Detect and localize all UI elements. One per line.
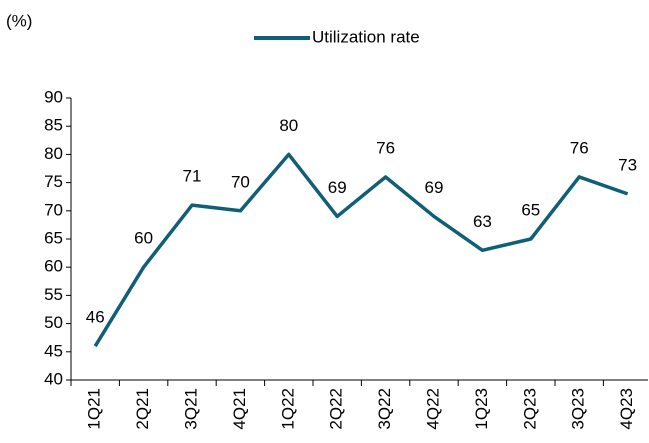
data-label: 46 — [86, 308, 105, 327]
x-tick-label: 2Q23 — [520, 388, 539, 430]
data-label: 76 — [570, 138, 589, 157]
data-label: 76 — [376, 138, 395, 157]
data-label: 73 — [618, 155, 637, 174]
legend-label: Utilization rate — [312, 27, 420, 46]
data-label: 69 — [425, 178, 444, 197]
y-tick-label: 75 — [44, 172, 63, 191]
y-tick-label: 50 — [44, 313, 63, 332]
y-tick-label: 70 — [44, 200, 63, 219]
x-tick-label: 3Q23 — [569, 388, 588, 430]
y-tick-label: 90 — [44, 87, 63, 106]
y-tick-label: 80 — [44, 144, 63, 163]
data-label: 69 — [328, 178, 347, 197]
x-tick-label: 1Q21 — [85, 388, 104, 430]
x-tick-label: 4Q21 — [230, 388, 249, 430]
data-label: 63 — [473, 212, 492, 231]
x-tick-label: 1Q23 — [472, 388, 491, 430]
y-tick-label: 85 — [44, 116, 63, 135]
data-label: 65 — [521, 200, 540, 219]
data-label: 80 — [279, 116, 298, 135]
y-tick-label: 65 — [44, 228, 63, 247]
x-tick-label: 2Q22 — [327, 388, 346, 430]
x-tick-label: 4Q22 — [423, 388, 442, 430]
x-tick-label: 3Q22 — [375, 388, 394, 430]
series-line — [93, 152, 629, 348]
y-tick-label: 60 — [44, 257, 63, 276]
data-label: 60 — [134, 229, 153, 248]
data-label: 70 — [231, 172, 250, 191]
y-tick-label: 40 — [44, 369, 63, 388]
data-label: 71 — [183, 167, 202, 186]
x-tick-label: 1Q22 — [278, 388, 297, 430]
x-tick-label: 3Q21 — [181, 388, 200, 430]
x-tick-label: 4Q23 — [617, 388, 636, 430]
y-tick-label: 45 — [44, 341, 63, 360]
x-tick-label: 2Q21 — [133, 388, 152, 430]
y-axis-label: (%) — [6, 11, 32, 30]
y-tick-label: 55 — [44, 285, 63, 304]
